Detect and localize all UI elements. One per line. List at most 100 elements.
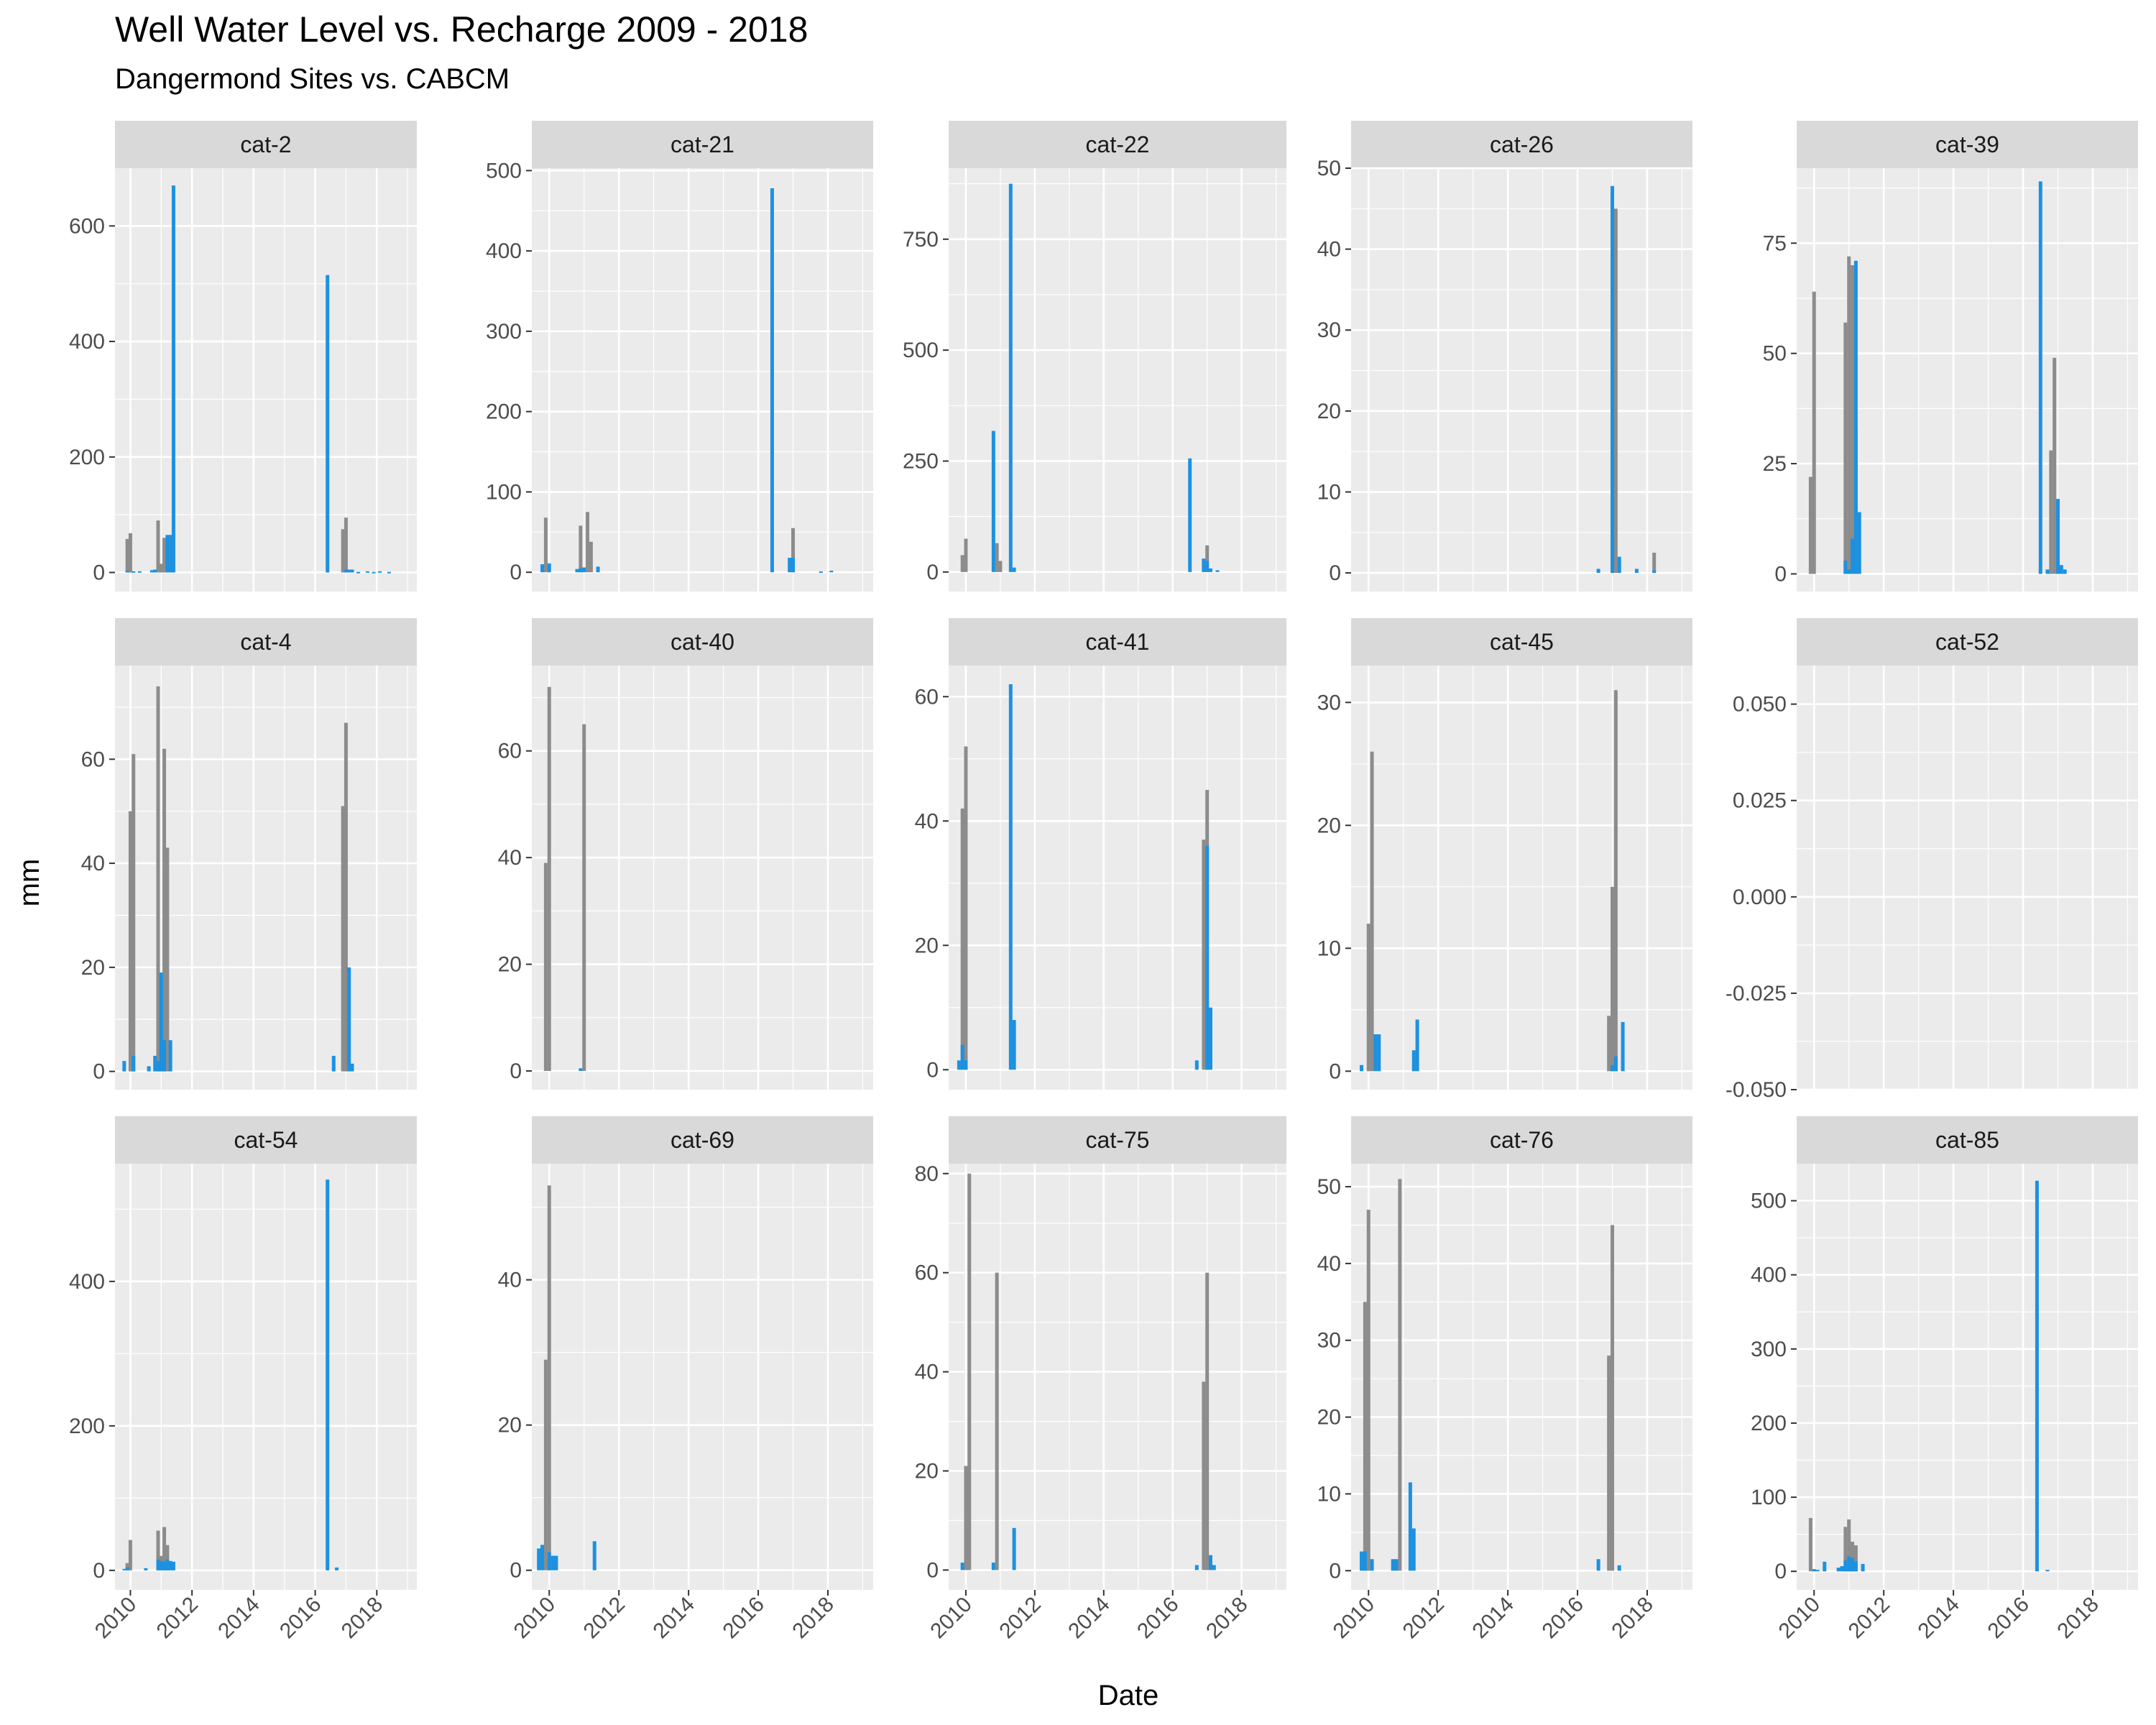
bar-series-b bbox=[1847, 1556, 1851, 1572]
y-tick-label: 40 bbox=[915, 1361, 939, 1384]
bar-series-b bbox=[122, 1061, 126, 1072]
bar-series-a bbox=[1398, 1179, 1402, 1571]
bar-series-b bbox=[162, 1040, 167, 1072]
bar-series-b bbox=[1853, 260, 1858, 574]
bar-series-b bbox=[788, 558, 792, 573]
y-tick-label: 20 bbox=[498, 953, 522, 977]
bar-series-b bbox=[1377, 1034, 1381, 1072]
bar-series-a bbox=[998, 561, 1003, 572]
panel-background bbox=[532, 666, 873, 1090]
x-tick-label: 2018 bbox=[1607, 1593, 1658, 1644]
facet-strip bbox=[1351, 618, 1692, 666]
bar-series-b bbox=[1843, 1560, 1848, 1572]
bar-series-a bbox=[964, 746, 968, 1070]
bar-series-a bbox=[579, 525, 583, 573]
bar-series-a bbox=[1812, 291, 1816, 574]
bar-series-b bbox=[991, 431, 995, 572]
bar-series-b bbox=[1360, 1551, 1364, 1571]
y-tick-label: 60 bbox=[915, 1261, 939, 1285]
facet-strip bbox=[532, 121, 873, 168]
bar-series-a bbox=[967, 1173, 972, 1570]
x-axis-title: Date bbox=[1098, 1680, 1159, 1711]
bar-series-a bbox=[960, 555, 964, 572]
bar-series-a bbox=[543, 1359, 548, 1570]
bar-series-b bbox=[326, 275, 330, 573]
bar-series-a bbox=[341, 806, 345, 1072]
bar-series-a bbox=[1843, 322, 1848, 574]
bar-series-b bbox=[1012, 1020, 1016, 1070]
x-tick-label: 2014 bbox=[1468, 1593, 1519, 1644]
panel-background bbox=[949, 168, 1286, 592]
y-tick-label: 200 bbox=[486, 400, 522, 424]
bar-series-b bbox=[1652, 570, 1657, 574]
chart-subtitle: Dangermond Sites vs. CABCM bbox=[115, 63, 510, 95]
bar-series-a bbox=[547, 1185, 551, 1570]
bar-series-b bbox=[125, 571, 129, 573]
x-tick-label: 2012 bbox=[152, 1593, 203, 1644]
bar-series-a bbox=[162, 748, 167, 1072]
bar-series-b bbox=[372, 571, 376, 574]
x-tick-label: 2016 bbox=[275, 1593, 326, 1644]
bar-series-a bbox=[1611, 1225, 1615, 1571]
panel-background bbox=[1797, 1164, 2138, 1590]
facet-label: cat-21 bbox=[671, 132, 734, 157]
x-tick-label: 2016 bbox=[1133, 1593, 1184, 1644]
bar-series-b bbox=[1188, 458, 1192, 572]
bar-series-b bbox=[156, 1061, 160, 1072]
facet-panel-cat-54: cat-54 0 200 400 2010 2012 2014 2016 2018 bbox=[69, 1116, 417, 1643]
x-tick-label: 2012 bbox=[995, 1593, 1046, 1644]
panel-background bbox=[115, 168, 417, 592]
bar-series-b bbox=[162, 1561, 167, 1570]
bar-series-b bbox=[1411, 1050, 1416, 1072]
panel-background bbox=[1351, 168, 1692, 592]
bar-series-a bbox=[791, 528, 796, 573]
bar-series-b bbox=[1208, 1007, 1212, 1070]
facet-strip bbox=[1351, 121, 1692, 168]
y-tick-label: 20 bbox=[1317, 1406, 1341, 1430]
bar-series-b bbox=[1391, 1559, 1395, 1571]
bar-series-a bbox=[1202, 840, 1206, 1070]
bar-series-b bbox=[960, 1044, 964, 1070]
y-tick-label: 400 bbox=[69, 330, 105, 354]
bar-series-b bbox=[1202, 558, 1206, 572]
bar-series-b bbox=[1611, 185, 1615, 574]
bar-series-a bbox=[1370, 751, 1374, 1072]
bar-series-a bbox=[1366, 1210, 1370, 1571]
bar-series-b bbox=[1194, 1060, 1199, 1070]
bar-series-a bbox=[128, 533, 132, 573]
bar-series-b bbox=[540, 1545, 545, 1570]
bar-series-b bbox=[168, 1040, 172, 1072]
facet-label: cat-22 bbox=[1086, 132, 1150, 157]
y-tick-label: 40 bbox=[1317, 1252, 1341, 1276]
bar-series-a bbox=[960, 808, 964, 1070]
x-tick-label: 2016 bbox=[1537, 1593, 1588, 1644]
panel-background bbox=[949, 666, 1286, 1090]
bar-series-a bbox=[1851, 264, 1855, 574]
y-tick-label: 250 bbox=[903, 449, 939, 473]
bar-series-b bbox=[378, 571, 382, 573]
x-tick-label: 2018 bbox=[337, 1593, 388, 1644]
y-tick-label: 20 bbox=[915, 934, 939, 957]
bar-series-b bbox=[1596, 1559, 1600, 1571]
facet-label: cat-40 bbox=[671, 629, 734, 655]
y-tick-label: -0.050 bbox=[1726, 1078, 1787, 1102]
bar-series-a bbox=[1847, 256, 1851, 574]
facet-strip bbox=[1797, 121, 2138, 168]
facet-strip bbox=[532, 618, 873, 666]
bar-series-b bbox=[365, 571, 369, 573]
bar-series-a bbox=[543, 862, 548, 1072]
bar-series-a bbox=[125, 1563, 129, 1570]
y-tick-label: 0 bbox=[93, 1060, 105, 1084]
bar-series-b bbox=[1370, 1559, 1374, 1571]
y-tick-label: 100 bbox=[1751, 1486, 1787, 1509]
bar-series-b bbox=[2056, 499, 2060, 574]
bar-series-b bbox=[1012, 567, 1016, 572]
bar-series-b bbox=[1812, 1569, 1816, 1572]
bar-series-b bbox=[537, 1548, 541, 1570]
x-tick-label: 2010 bbox=[1329, 1593, 1380, 1644]
y-tick-label: 300 bbox=[1751, 1338, 1787, 1361]
y-tick-label: 20 bbox=[81, 956, 105, 980]
x-tick-label: 2010 bbox=[510, 1593, 561, 1644]
bar-series-b bbox=[125, 1567, 129, 1570]
y-tick-label: 50 bbox=[1317, 157, 1341, 180]
